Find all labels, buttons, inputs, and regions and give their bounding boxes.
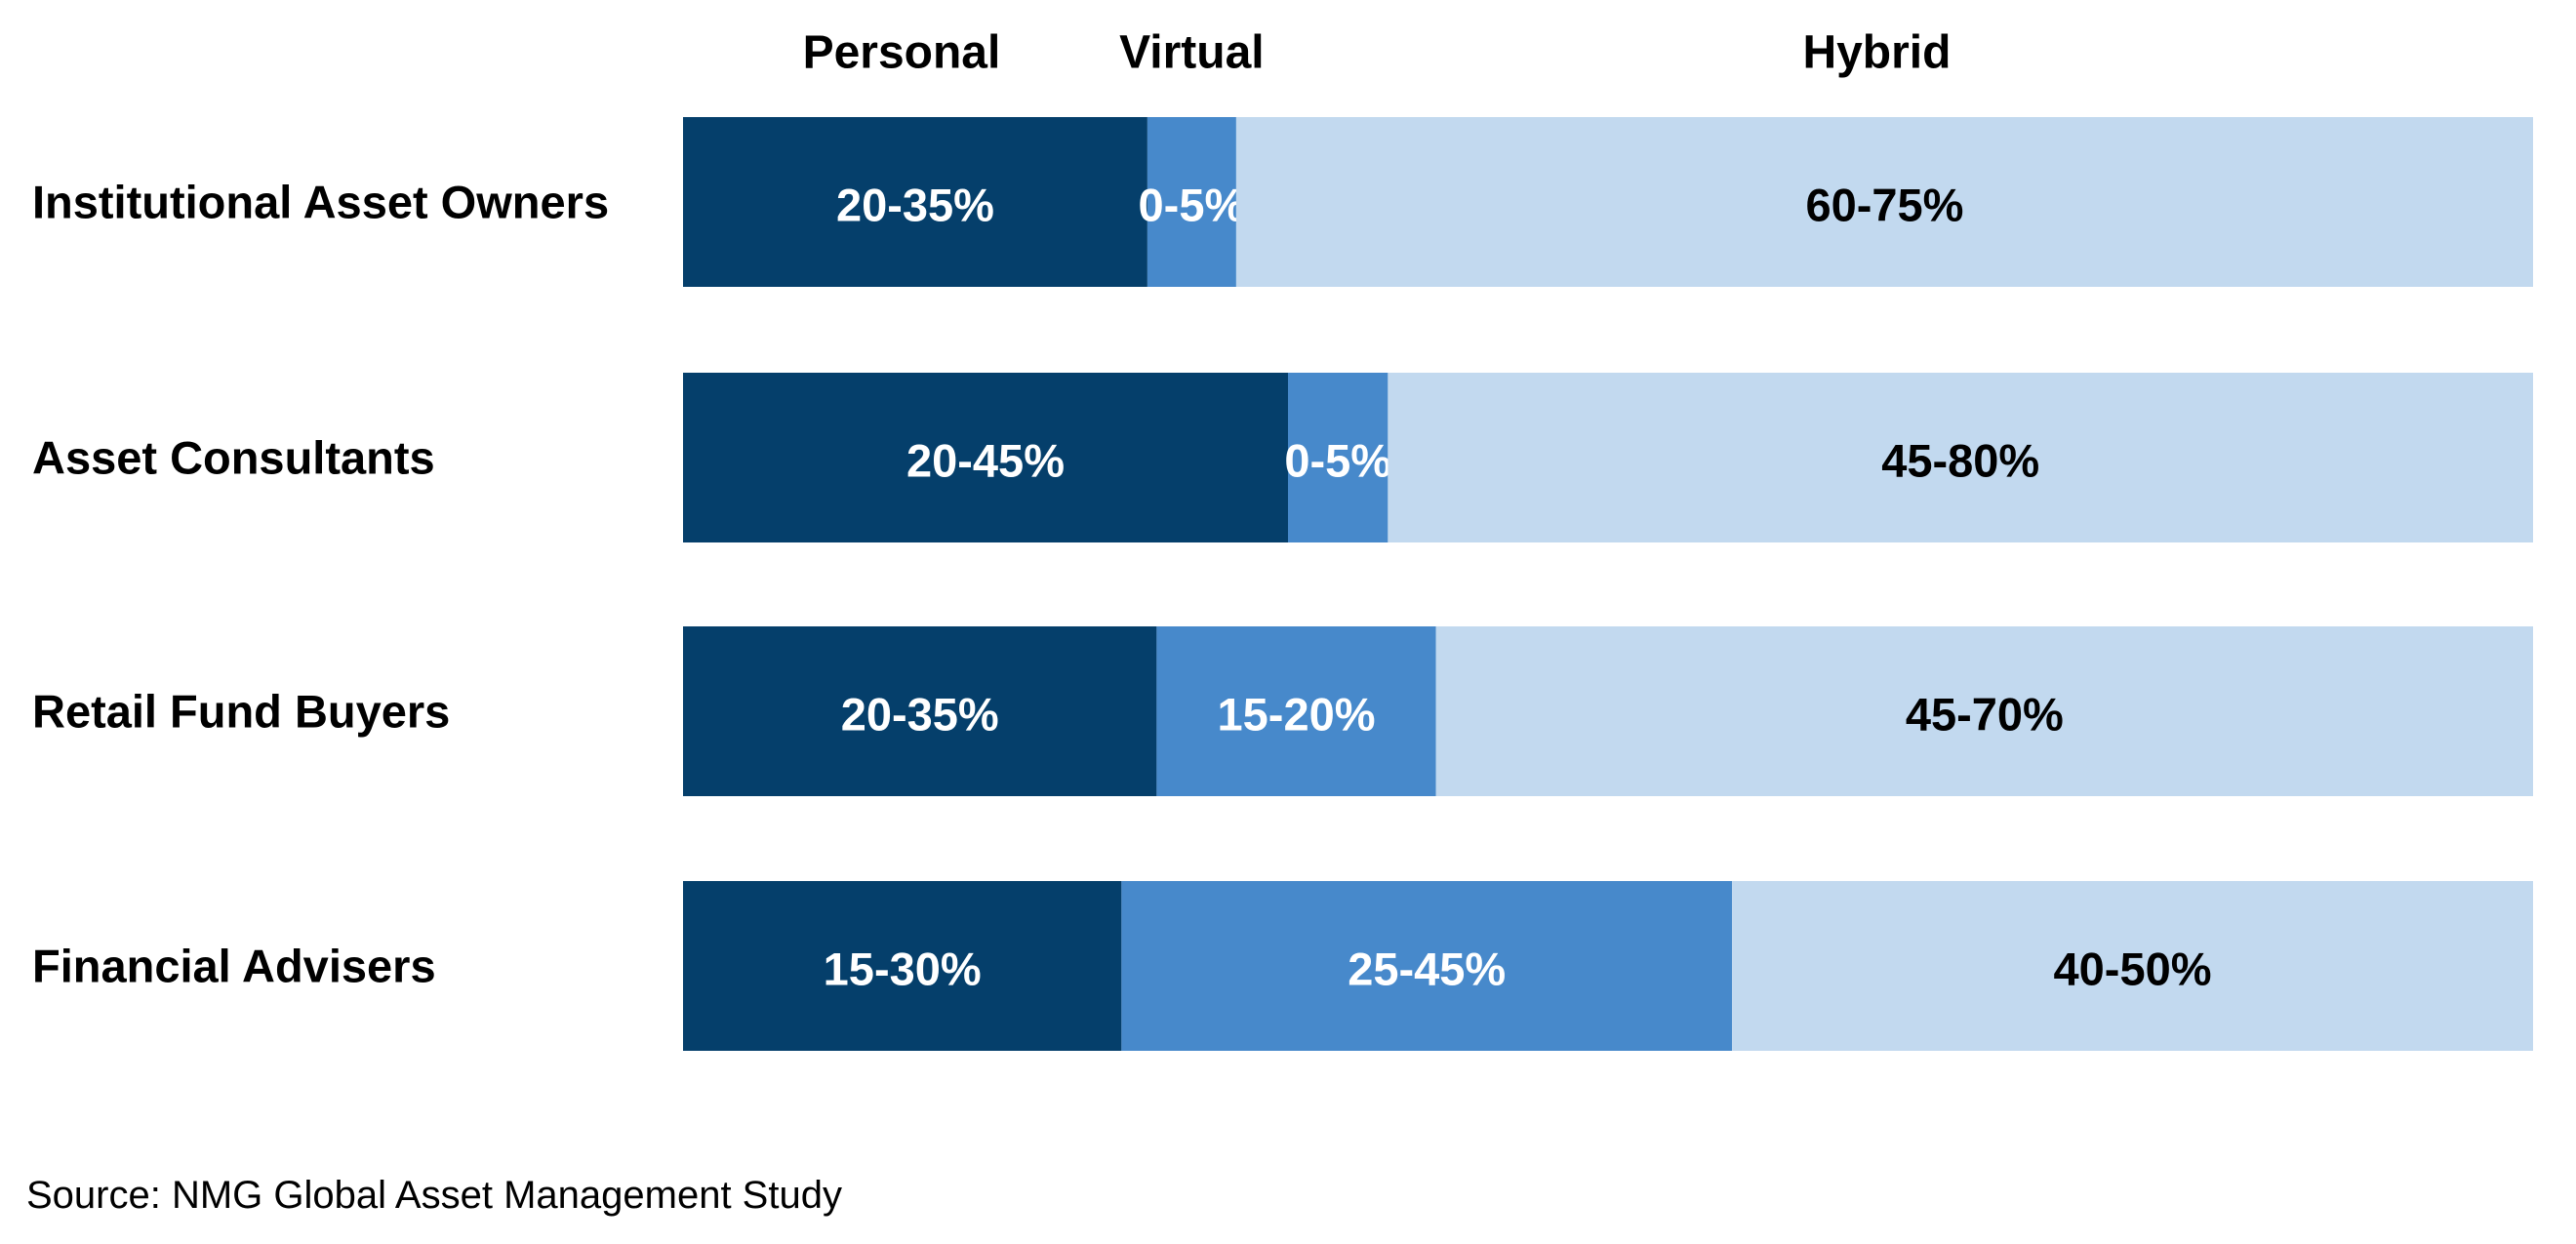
data-label-hybrid-financial-advisers: 40-50%: [2054, 943, 2212, 995]
data-label-personal-financial-advisers: 15-30%: [824, 943, 982, 995]
category-labels: Institutional Asset Owners Asset Consulta…: [32, 177, 609, 992]
data-label-personal-retail-fund-buyers: 20-35%: [841, 689, 999, 741]
legend-label-hybrid: Hybrid: [1802, 27, 1951, 79]
legend-label-virtual: Virtual: [1119, 27, 1265, 79]
data-label-hybrid-retail-fund-buyers: 45-70%: [1906, 689, 2064, 741]
bars: 20-35% 0-5% 60-75% 20-45% 0-5% 45-80% 20-35% 15…: [683, 117, 2533, 1051]
data-label-personal-institutional-asset-owners: 20-35%: [836, 180, 994, 231]
category-label-financial-advisers: Financial Advisers: [32, 941, 436, 992]
data-label-hybrid-asset-consultants: 45-80%: [1881, 435, 2039, 487]
data-label-virtual-retail-fund-buyers: 15-20%: [1218, 689, 1376, 741]
legend: Personal Virtual Hybrid: [803, 27, 1952, 79]
data-label-personal-asset-consultants: 20-45%: [906, 435, 1065, 487]
category-label-retail-fund-buyers: Retail Fund Buyers: [32, 686, 450, 738]
data-label-hybrid-institutional-asset-owners: 60-75%: [1805, 180, 1963, 231]
category-label-institutional-asset-owners: Institutional Asset Owners: [32, 177, 609, 228]
legend-label-personal: Personal: [803, 27, 1001, 79]
category-label-asset-consultants: Asset Consultants: [32, 432, 435, 484]
data-label-virtual-financial-advisers: 25-45%: [1348, 943, 1506, 995]
source-note: Source: NMG Global Asset Management Stud…: [26, 1174, 842, 1217]
data-label-virtual-asset-consultants: 0-5%: [1284, 435, 1391, 487]
data-label-virtual-institutional-asset-owners: 0-5%: [1139, 180, 1246, 231]
